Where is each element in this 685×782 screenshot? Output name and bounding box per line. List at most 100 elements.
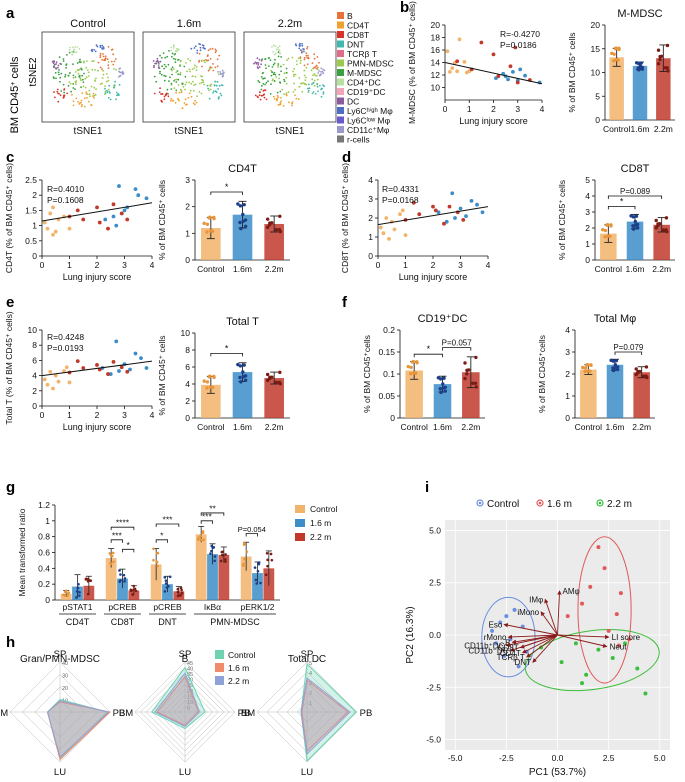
tsne-point xyxy=(168,50,170,52)
bar-point xyxy=(634,223,638,227)
x-tick-label: Control xyxy=(197,264,225,274)
scatter-point xyxy=(436,210,441,215)
panel-label-i: i xyxy=(425,479,429,496)
tsne-point xyxy=(208,68,211,71)
significance-label: *** xyxy=(163,515,174,525)
radar-axis-label: PB xyxy=(238,708,251,719)
legend-label: DNT xyxy=(347,40,364,50)
tsne-point xyxy=(273,62,276,65)
loading-label: rMono xyxy=(484,633,507,642)
tsne-point xyxy=(55,67,57,69)
radar-axis-label: BM xyxy=(119,708,133,719)
y-tick-label: 4 xyxy=(565,325,570,335)
bar-point xyxy=(219,559,223,563)
y-tick-label: -2.5 xyxy=(426,682,441,692)
bar-point xyxy=(270,558,274,562)
tsne-point xyxy=(62,60,65,62)
tsne-point xyxy=(154,62,157,65)
tsne-point xyxy=(256,66,259,68)
legend-swatch xyxy=(337,88,344,95)
tsne-point xyxy=(264,64,267,66)
tsne-point xyxy=(170,88,173,90)
y-tick-label: 20 xyxy=(431,20,441,30)
tsne-point xyxy=(258,94,261,97)
y-tick-label: 1 xyxy=(368,232,373,242)
tsne-point xyxy=(305,52,308,55)
tsne-point xyxy=(156,57,159,60)
tsne-point xyxy=(201,59,203,62)
y-tick-label: 6 xyxy=(185,362,190,372)
tsne-point xyxy=(90,104,93,106)
tsne-point xyxy=(75,51,78,54)
bar-point xyxy=(439,390,443,395)
tsne-point xyxy=(302,48,304,50)
bar-point xyxy=(438,377,443,381)
tsne-point xyxy=(106,58,109,61)
tsne-point xyxy=(107,61,110,63)
tsne-point xyxy=(153,75,156,78)
bar-point xyxy=(86,592,90,596)
tsne-point xyxy=(101,58,103,61)
tsne-point xyxy=(107,76,109,79)
tsne-point xyxy=(300,82,302,85)
tsne-point xyxy=(78,68,81,71)
tsne-point xyxy=(163,67,166,70)
legend-label: 1.6 m xyxy=(547,499,572,510)
group-label: DNT xyxy=(158,617,177,627)
tsne-frame xyxy=(41,31,135,123)
bar xyxy=(240,556,252,600)
bar-g: 0 0.2 0.4 0.6 0.8 1 1.2 Mean transformed ratio p… xyxy=(17,500,338,627)
bar-point xyxy=(414,371,418,375)
tsne-point xyxy=(264,83,266,86)
y-axis-label: CD8T (% of BM CD45⁺ cells) xyxy=(340,163,350,273)
legend-swatch xyxy=(337,50,344,57)
tsne-point xyxy=(322,93,325,95)
tsne-point xyxy=(113,68,115,70)
tsne-point xyxy=(195,65,198,68)
tsne-point xyxy=(288,101,290,104)
tsne-point xyxy=(184,98,187,101)
tsne-point xyxy=(107,46,110,48)
tsne-point xyxy=(72,100,75,103)
bar-point xyxy=(238,375,242,380)
tsne-point xyxy=(171,73,174,76)
tsne-point xyxy=(257,62,260,64)
bar xyxy=(195,534,207,600)
a-side-label: BM CD45+ cells xyxy=(9,56,21,133)
pca-point xyxy=(504,614,509,619)
tsne-point xyxy=(260,63,262,66)
tsne-point xyxy=(78,74,81,77)
tsne-point xyxy=(165,92,168,95)
tsne-point xyxy=(83,97,86,100)
radar-scale-label: 10 xyxy=(187,700,193,706)
tsne-point xyxy=(105,80,108,83)
tsne-point xyxy=(175,71,178,74)
tsne-point xyxy=(307,56,310,59)
bar-point xyxy=(152,558,155,562)
tsne-point xyxy=(264,58,267,60)
tsne-point xyxy=(92,92,95,95)
tsne-point xyxy=(55,63,57,65)
bar-point xyxy=(239,380,243,384)
tsne-point xyxy=(301,90,304,93)
significance-bracket xyxy=(155,539,168,543)
panel-label-d: d xyxy=(342,149,351,166)
bar xyxy=(633,372,650,418)
chart-title: M-MDSC xyxy=(617,8,662,20)
bar-point xyxy=(274,380,279,385)
bar-point xyxy=(236,362,240,367)
bar-point xyxy=(108,552,112,555)
tsne-point xyxy=(56,66,59,69)
bar-point xyxy=(266,558,269,562)
x-tick-label: Control xyxy=(575,422,603,432)
group-label: PMN-MDSC xyxy=(210,617,260,627)
stat-r: R=0.4248 xyxy=(47,332,84,342)
bar-point xyxy=(657,222,662,226)
tsne-frame xyxy=(142,31,236,123)
tsne-point xyxy=(178,99,180,102)
bar xyxy=(252,573,263,600)
tsne-point xyxy=(199,82,201,85)
bar-point xyxy=(631,215,635,219)
bar-point xyxy=(467,368,471,372)
loading-label: CD11b⁻DC xyxy=(468,647,508,656)
